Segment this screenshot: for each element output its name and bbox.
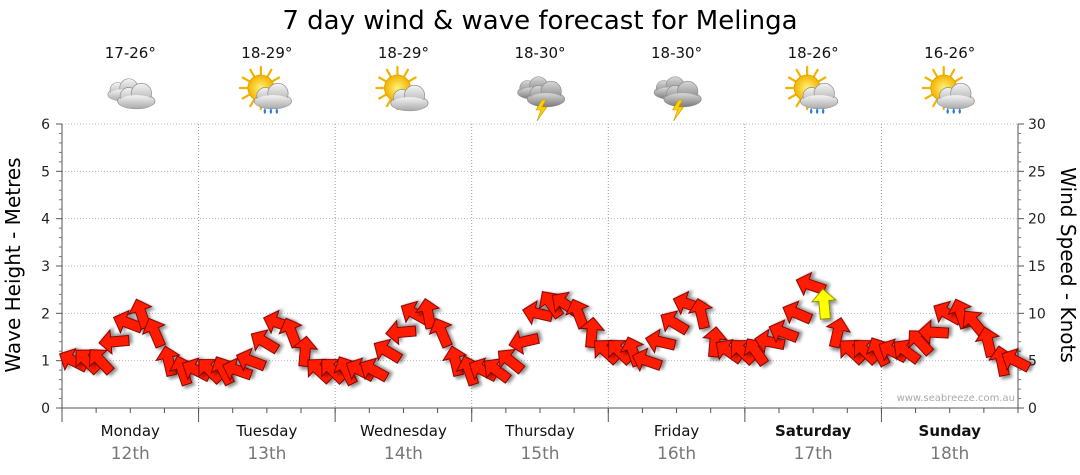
day-temp: 18-29° — [241, 44, 292, 62]
storm-icon — [517, 76, 566, 122]
storm-icon — [653, 76, 702, 122]
left-tick-label: 4 — [41, 212, 50, 228]
wind-arrow — [687, 298, 714, 330]
left-tick-label: 1 — [41, 354, 50, 370]
wind-arrow — [810, 288, 837, 320]
left-tick-label: 2 — [41, 306, 50, 322]
wind-arrow — [141, 317, 166, 349]
right-tick-label: 20 — [1028, 212, 1046, 228]
right-tick-label: 10 — [1028, 306, 1046, 322]
wind-arrow — [701, 326, 729, 358]
sun-cloud-rain-icon — [921, 65, 975, 114]
y-left-label: Wave Height - Metres — [1, 157, 25, 372]
day-temp: 18-26° — [788, 44, 839, 62]
wind-arrow — [508, 329, 540, 356]
wind-arrow — [292, 335, 319, 368]
sun-cloud-icon — [375, 65, 429, 112]
wind-arrow — [878, 338, 909, 364]
sun-cloud-rain-icon — [238, 65, 292, 114]
wind-arrow — [768, 319, 800, 344]
day-date: 12th — [111, 444, 150, 464]
wind-arrow — [644, 328, 677, 354]
credit-text: www.seabreeze.com.au — [897, 393, 1015, 404]
left-axis-ticks: 0 1 2 3 4 5 6 — [41, 117, 62, 417]
right-tick-label: 25 — [1028, 164, 1046, 180]
day-name: Thursday — [504, 422, 575, 440]
day-name: Tuesday — [235, 422, 297, 440]
wind-arrow — [468, 357, 499, 383]
sun-cloud-rain-icon — [785, 65, 839, 114]
wind-arrow — [250, 329, 281, 355]
wind-arrow — [1001, 347, 1032, 373]
wind-arrow — [631, 347, 663, 373]
wind-arrow — [782, 300, 814, 325]
right-tick-label: 0 — [1028, 401, 1037, 417]
wind-arrow — [98, 328, 130, 355]
wind-arrow — [414, 297, 441, 330]
wind-arrow — [795, 271, 827, 297]
wind-arrow — [359, 357, 390, 383]
day-name: Saturday — [775, 422, 852, 440]
day-date: 16th — [657, 444, 696, 464]
day-date: 13th — [247, 444, 286, 464]
left-tick-label: 5 — [41, 164, 50, 180]
wind-arrows — [58, 271, 1032, 387]
wind-arrow — [917, 319, 950, 346]
left-tick-label: 6 — [41, 117, 50, 133]
wind-arrow — [660, 310, 690, 336]
day-temp: 18-30° — [651, 44, 702, 62]
day-headers: 17-26° 18-29° 18-29° 18-30° 18-30° 18-26° 16-2… — [105, 44, 975, 122]
wind-arrow — [235, 347, 267, 372]
wind-arrow — [754, 328, 786, 355]
day-temp: 17-26° — [105, 44, 156, 62]
wind-arrow — [88, 349, 115, 376]
day-date: 14th — [384, 444, 423, 464]
wind-arrow — [345, 357, 376, 383]
cloudy-icon — [107, 78, 156, 110]
wind-arrow — [608, 340, 634, 366]
wind-arrow — [222, 356, 254, 382]
wind-arrow — [373, 338, 404, 364]
left-tick-label: 0 — [41, 401, 50, 417]
day-date: 18th — [930, 444, 969, 464]
right-tick-label: 5 — [1028, 354, 1037, 370]
right-axis-ticks: 0 5 10 15 20 25 30 — [1018, 117, 1046, 417]
day-temp: 18-29° — [378, 44, 429, 62]
wind-arrow — [579, 316, 606, 349]
wind-arrow — [497, 348, 526, 375]
chart-title: 7 day wind & wave forecast for Melinga — [282, 6, 797, 36]
wind-arrow — [385, 319, 417, 346]
day-date: 17th — [794, 444, 833, 464]
wind-arrow — [428, 317, 453, 349]
right-tick-label: 15 — [1028, 259, 1046, 275]
right-tick-label: 30 — [1028, 117, 1046, 133]
day-name: Friday — [654, 422, 700, 440]
day-labels: Monday 12th Tuesday 13th Wednesday 14th Thursd… — [101, 422, 981, 464]
wind-arrow — [825, 317, 852, 349]
day-temp: 16-26° — [924, 44, 975, 62]
day-temp: 18-30° — [514, 44, 565, 62]
day-name: Sunday — [919, 422, 982, 440]
day-date: 15th — [520, 444, 559, 464]
wind-arrow — [522, 300, 554, 326]
left-tick-label: 3 — [41, 259, 50, 275]
day-name: Monday — [101, 422, 160, 440]
day-name: Wednesday — [360, 422, 447, 440]
y-right-label: Wind Speed - Knots — [1056, 167, 1080, 363]
